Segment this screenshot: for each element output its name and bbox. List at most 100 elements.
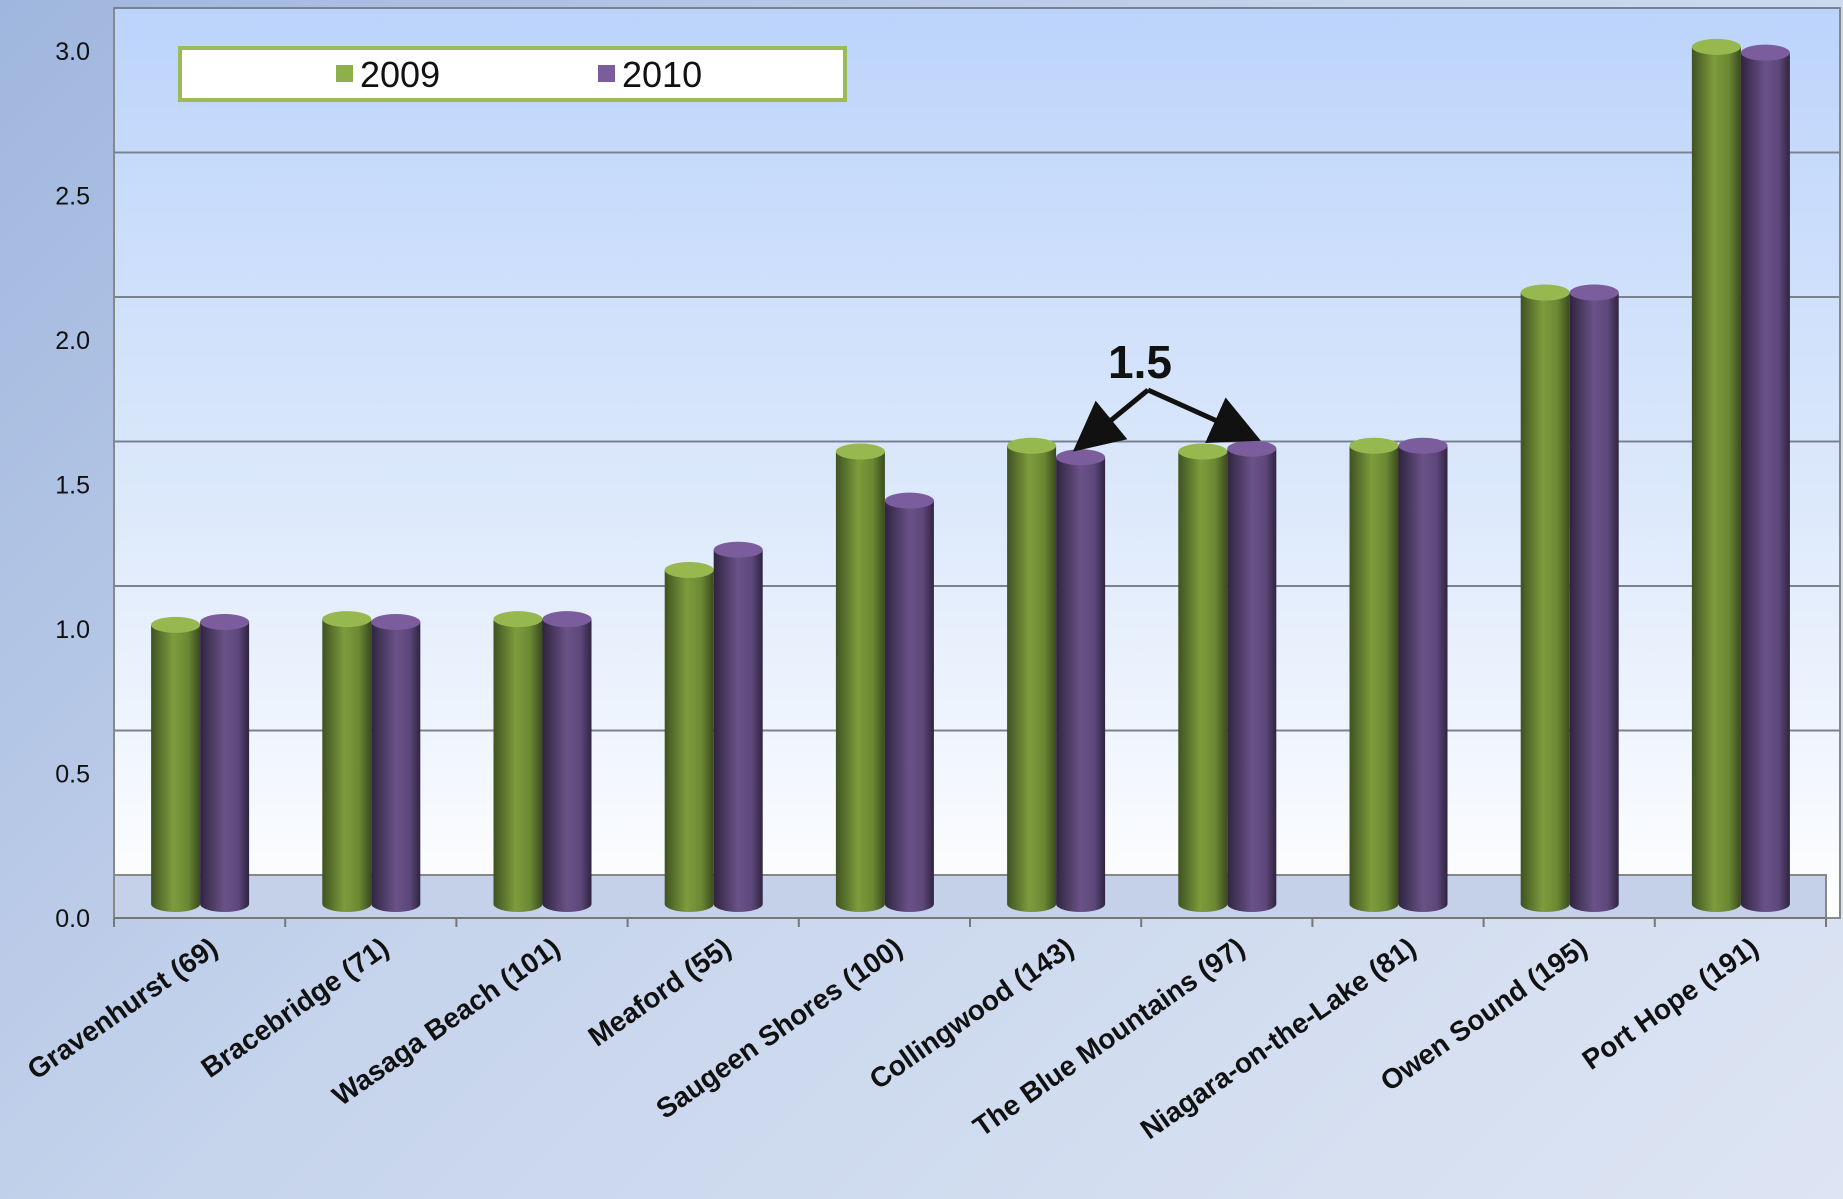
- bar-body: [884, 500, 934, 904]
- bar-body: [1007, 445, 1057, 904]
- bar-body: [1178, 451, 1228, 904]
- bar-base: [1691, 896, 1741, 912]
- legend-label-2009: 2009: [360, 54, 440, 95]
- bar-cap: [1569, 284, 1619, 301]
- y-tick-label: 2.0: [55, 327, 90, 355]
- bar-2009-3: [664, 561, 714, 912]
- x-category-label: Niagara-on-the-Lake (81): [1135, 932, 1422, 1146]
- legend-swatch-2010: [598, 65, 615, 82]
- bar-body: [664, 569, 714, 904]
- bar-cap: [1740, 44, 1790, 61]
- y-tick-label: 3.0: [55, 38, 90, 66]
- bar-2009-7: [1349, 437, 1399, 912]
- bar-2010-4: [884, 492, 934, 912]
- bar-base: [1056, 896, 1106, 912]
- annotation: 1.5: [1072, 336, 1261, 452]
- bar-base: [1569, 896, 1619, 912]
- y-tick-label: 0.5: [55, 761, 90, 789]
- bar-base: [1227, 896, 1277, 912]
- bar-2009-1: [322, 611, 372, 912]
- bar-2009-8: [1520, 284, 1570, 912]
- bar-base: [200, 896, 250, 912]
- bar-2010-0: [200, 614, 250, 912]
- bar-cap: [493, 611, 543, 628]
- bar-2009-5: [1007, 437, 1057, 912]
- bar-base: [1398, 896, 1448, 912]
- bar-cap: [1178, 443, 1228, 460]
- annotation-label: 1.5: [1108, 336, 1172, 388]
- bar-cap: [1398, 437, 1448, 454]
- bar-cap: [1056, 449, 1106, 466]
- bar-cap: [664, 561, 714, 578]
- bar-base: [835, 896, 885, 912]
- bar-body: [713, 549, 763, 904]
- x-axis: [113, 917, 1827, 927]
- bar-2010-5: [1056, 449, 1106, 912]
- bar-2009-4: [835, 443, 885, 912]
- bar-body: [1520, 292, 1570, 904]
- bar-base: [884, 896, 934, 912]
- bar-2010-3: [713, 541, 763, 912]
- y-axis: 0.0 0.5 1.0 1.5 2.0 2.5 3.0: [55, 38, 90, 933]
- bar-base: [151, 896, 201, 912]
- bar-cap: [1520, 284, 1570, 301]
- x-category-label: Meaford (55): [582, 932, 736, 1053]
- bar-2009-9: [1691, 38, 1741, 912]
- bar-body: [200, 622, 250, 904]
- bar-body: [322, 619, 372, 904]
- bar-body: [1349, 445, 1399, 904]
- bar-cap: [200, 614, 250, 631]
- bar-2009-6: [1178, 443, 1228, 912]
- bar-2010-9: [1740, 44, 1790, 912]
- bar-base: [713, 896, 763, 912]
- legend-swatch-2009: [336, 65, 353, 82]
- bar-base: [542, 896, 592, 912]
- bar-body: [1740, 52, 1790, 905]
- bar-body: [1398, 445, 1448, 904]
- bar-body: [835, 451, 885, 904]
- bar-base: [1520, 896, 1570, 912]
- bar-body: [542, 619, 592, 904]
- bar-cap: [322, 611, 372, 628]
- bar-base: [1740, 896, 1790, 912]
- bar-cap: [151, 616, 201, 633]
- bar-2010-7: [1398, 437, 1448, 912]
- bar-body: [1691, 46, 1741, 904]
- y-tick-label: 1.5: [55, 472, 90, 500]
- legend-box: [178, 46, 847, 102]
- bar-cap: [884, 492, 934, 509]
- bar-base: [493, 896, 543, 912]
- y-tick-label: 0.0: [55, 905, 90, 933]
- bar-body: [493, 619, 543, 904]
- annotation-arrow: [1072, 388, 1150, 452]
- y-tick-label: 2.5: [55, 183, 90, 211]
- bar-2010-1: [371, 614, 421, 912]
- bar-cap: [1227, 440, 1277, 457]
- bar-body: [1056, 457, 1106, 904]
- bar-cap: [1691, 38, 1741, 55]
- bar-2010-6: [1227, 440, 1277, 912]
- x-category-label: The Blue Mountains (97): [967, 932, 1250, 1143]
- bar-base: [371, 896, 421, 912]
- x-category-label: Port Hope (191): [1577, 932, 1764, 1076]
- legend-label-2010: 2010: [622, 54, 702, 95]
- bar-cap: [713, 541, 763, 558]
- bar-cap: [835, 443, 885, 460]
- bar-cap: [1007, 437, 1057, 454]
- bars: [151, 38, 1790, 912]
- bar-cap: [542, 611, 592, 628]
- bar-body: [1227, 448, 1277, 904]
- y-tick-label: 1.0: [55, 616, 90, 644]
- bar-body: [371, 622, 421, 904]
- bar-cap: [1349, 437, 1399, 454]
- x-axis-labels: Gravenhurst (69)Bracebridge (71)Wasaga B…: [22, 932, 1764, 1146]
- bar-2009-0: [151, 616, 201, 912]
- bar-2009-2: [493, 611, 543, 912]
- bar-2010-8: [1569, 284, 1619, 912]
- bar-cap: [371, 614, 421, 631]
- bar-base: [1007, 896, 1057, 912]
- bar-2010-2: [542, 611, 592, 912]
- bar-base: [664, 896, 714, 912]
- legend: 2009 2010: [178, 46, 847, 102]
